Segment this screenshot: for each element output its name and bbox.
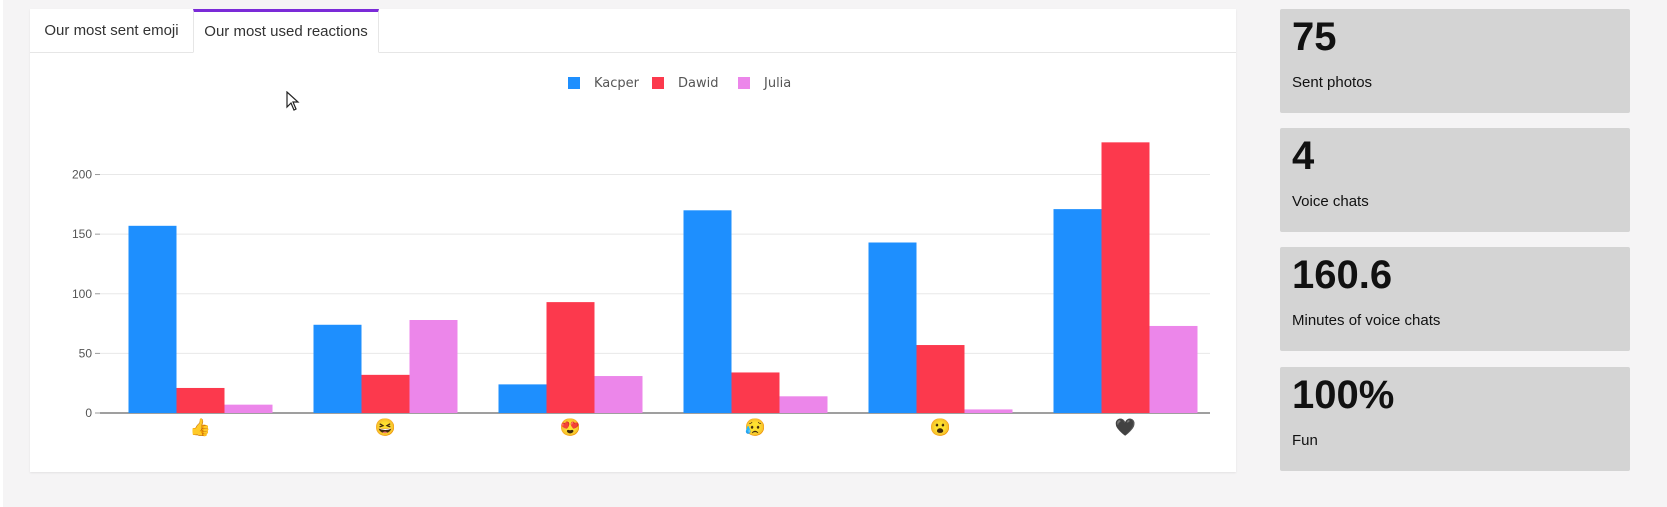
bar-julia-2[interactable] bbox=[594, 376, 643, 413]
chart-grid bbox=[100, 174, 1210, 414]
legend-swatch-julia[interactable] bbox=[738, 77, 750, 89]
y-tick-label: 0 bbox=[85, 406, 92, 420]
legend-label-julia[interactable]: Julia bbox=[763, 76, 791, 91]
y-tick-label: 150 bbox=[72, 227, 92, 241]
bar-julia-5[interactable] bbox=[1149, 325, 1198, 413]
laughing-face-icon: 😆 bbox=[375, 418, 396, 437]
tab-most-used-reactions[interactable]: Our most used reactions bbox=[193, 9, 379, 53]
stat-value: 160.6 bbox=[1292, 253, 1393, 297]
bar-kacper-3[interactable] bbox=[683, 210, 732, 413]
stat-label: Fun bbox=[1292, 432, 1318, 449]
chart-card: Our most sent emoji Our most used reacti… bbox=[30, 9, 1236, 472]
bar-kacper-5[interactable] bbox=[1053, 209, 1102, 413]
bar-dawid-4[interactable] bbox=[916, 345, 965, 413]
tab-bar: Our most sent emoji Our most used reacti… bbox=[30, 9, 1236, 53]
stat-card-voice-chats: 4 Voice chats bbox=[1280, 128, 1630, 232]
mouse-cursor-icon bbox=[286, 91, 300, 111]
stat-card-voice-minutes: 160.6 Minutes of voice chats bbox=[1280, 247, 1630, 351]
left-edge bbox=[0, 0, 3, 507]
legend-swatch-dawid[interactable] bbox=[652, 77, 664, 89]
legend-label-kacper[interactable]: Kacper bbox=[594, 76, 640, 91]
bar-julia-1[interactable] bbox=[409, 320, 458, 413]
bar-kacper-2[interactable] bbox=[498, 384, 547, 413]
bar-dawid-3[interactable] bbox=[731, 372, 780, 413]
legend-label-dawid[interactable]: Dawid bbox=[678, 76, 718, 91]
tab-most-sent-emoji[interactable]: Our most sent emoji bbox=[44, 22, 179, 39]
bar-julia-3[interactable] bbox=[779, 396, 828, 413]
chart-bars bbox=[128, 142, 1198, 414]
bar-dawid-1[interactable] bbox=[361, 374, 410, 413]
stat-card-fun: 100% Fun bbox=[1280, 367, 1630, 471]
x-axis-category-icons: 👍 😆 😍 😥 😮 🖤 bbox=[190, 417, 1137, 437]
bar-dawid-5[interactable] bbox=[1101, 142, 1150, 413]
y-tick-label: 100 bbox=[72, 287, 92, 301]
thumbs-up-icon: 👍 bbox=[190, 417, 211, 437]
bar-julia-0[interactable] bbox=[224, 404, 273, 413]
reactions-bar-chart: Kacper Dawid Julia 0 50 100 150 200 👍 😆 😍 😥 😮 🖤 bbox=[72, 76, 1210, 437]
y-tick-label: 50 bbox=[79, 346, 93, 360]
bar-dawid-2[interactable] bbox=[546, 302, 595, 413]
black-heart-icon: 🖤 bbox=[1115, 418, 1137, 437]
stat-value: 100% bbox=[1292, 373, 1395, 417]
stat-label: Minutes of voice chats bbox=[1292, 312, 1441, 329]
chart-legend: Kacper Dawid Julia bbox=[568, 76, 791, 91]
sad-face-icon: 😥 bbox=[745, 418, 766, 437]
bar-kacper-0[interactable] bbox=[128, 225, 177, 413]
surprised-face-icon: 😮 bbox=[930, 418, 951, 437]
stat-value: 4 bbox=[1292, 134, 1315, 178]
heart-eyes-face-icon: 😍 bbox=[560, 418, 581, 437]
y-tick-label: 200 bbox=[72, 168, 92, 182]
stat-value: 75 bbox=[1292, 15, 1337, 59]
bar-kacper-4[interactable] bbox=[868, 242, 917, 414]
y-axis-ticks: 0 50 100 150 200 bbox=[72, 168, 100, 420]
bar-dawid-0[interactable] bbox=[176, 387, 225, 413]
bar-julia-4[interactable] bbox=[964, 409, 1013, 413]
legend-swatch-kacper[interactable] bbox=[568, 77, 580, 89]
stat-card-sent-photos: 75 Sent photos bbox=[1280, 9, 1630, 113]
bar-kacper-1[interactable] bbox=[313, 324, 362, 413]
stat-label: Sent photos bbox=[1292, 74, 1373, 91]
stat-label: Voice chats bbox=[1292, 193, 1369, 210]
